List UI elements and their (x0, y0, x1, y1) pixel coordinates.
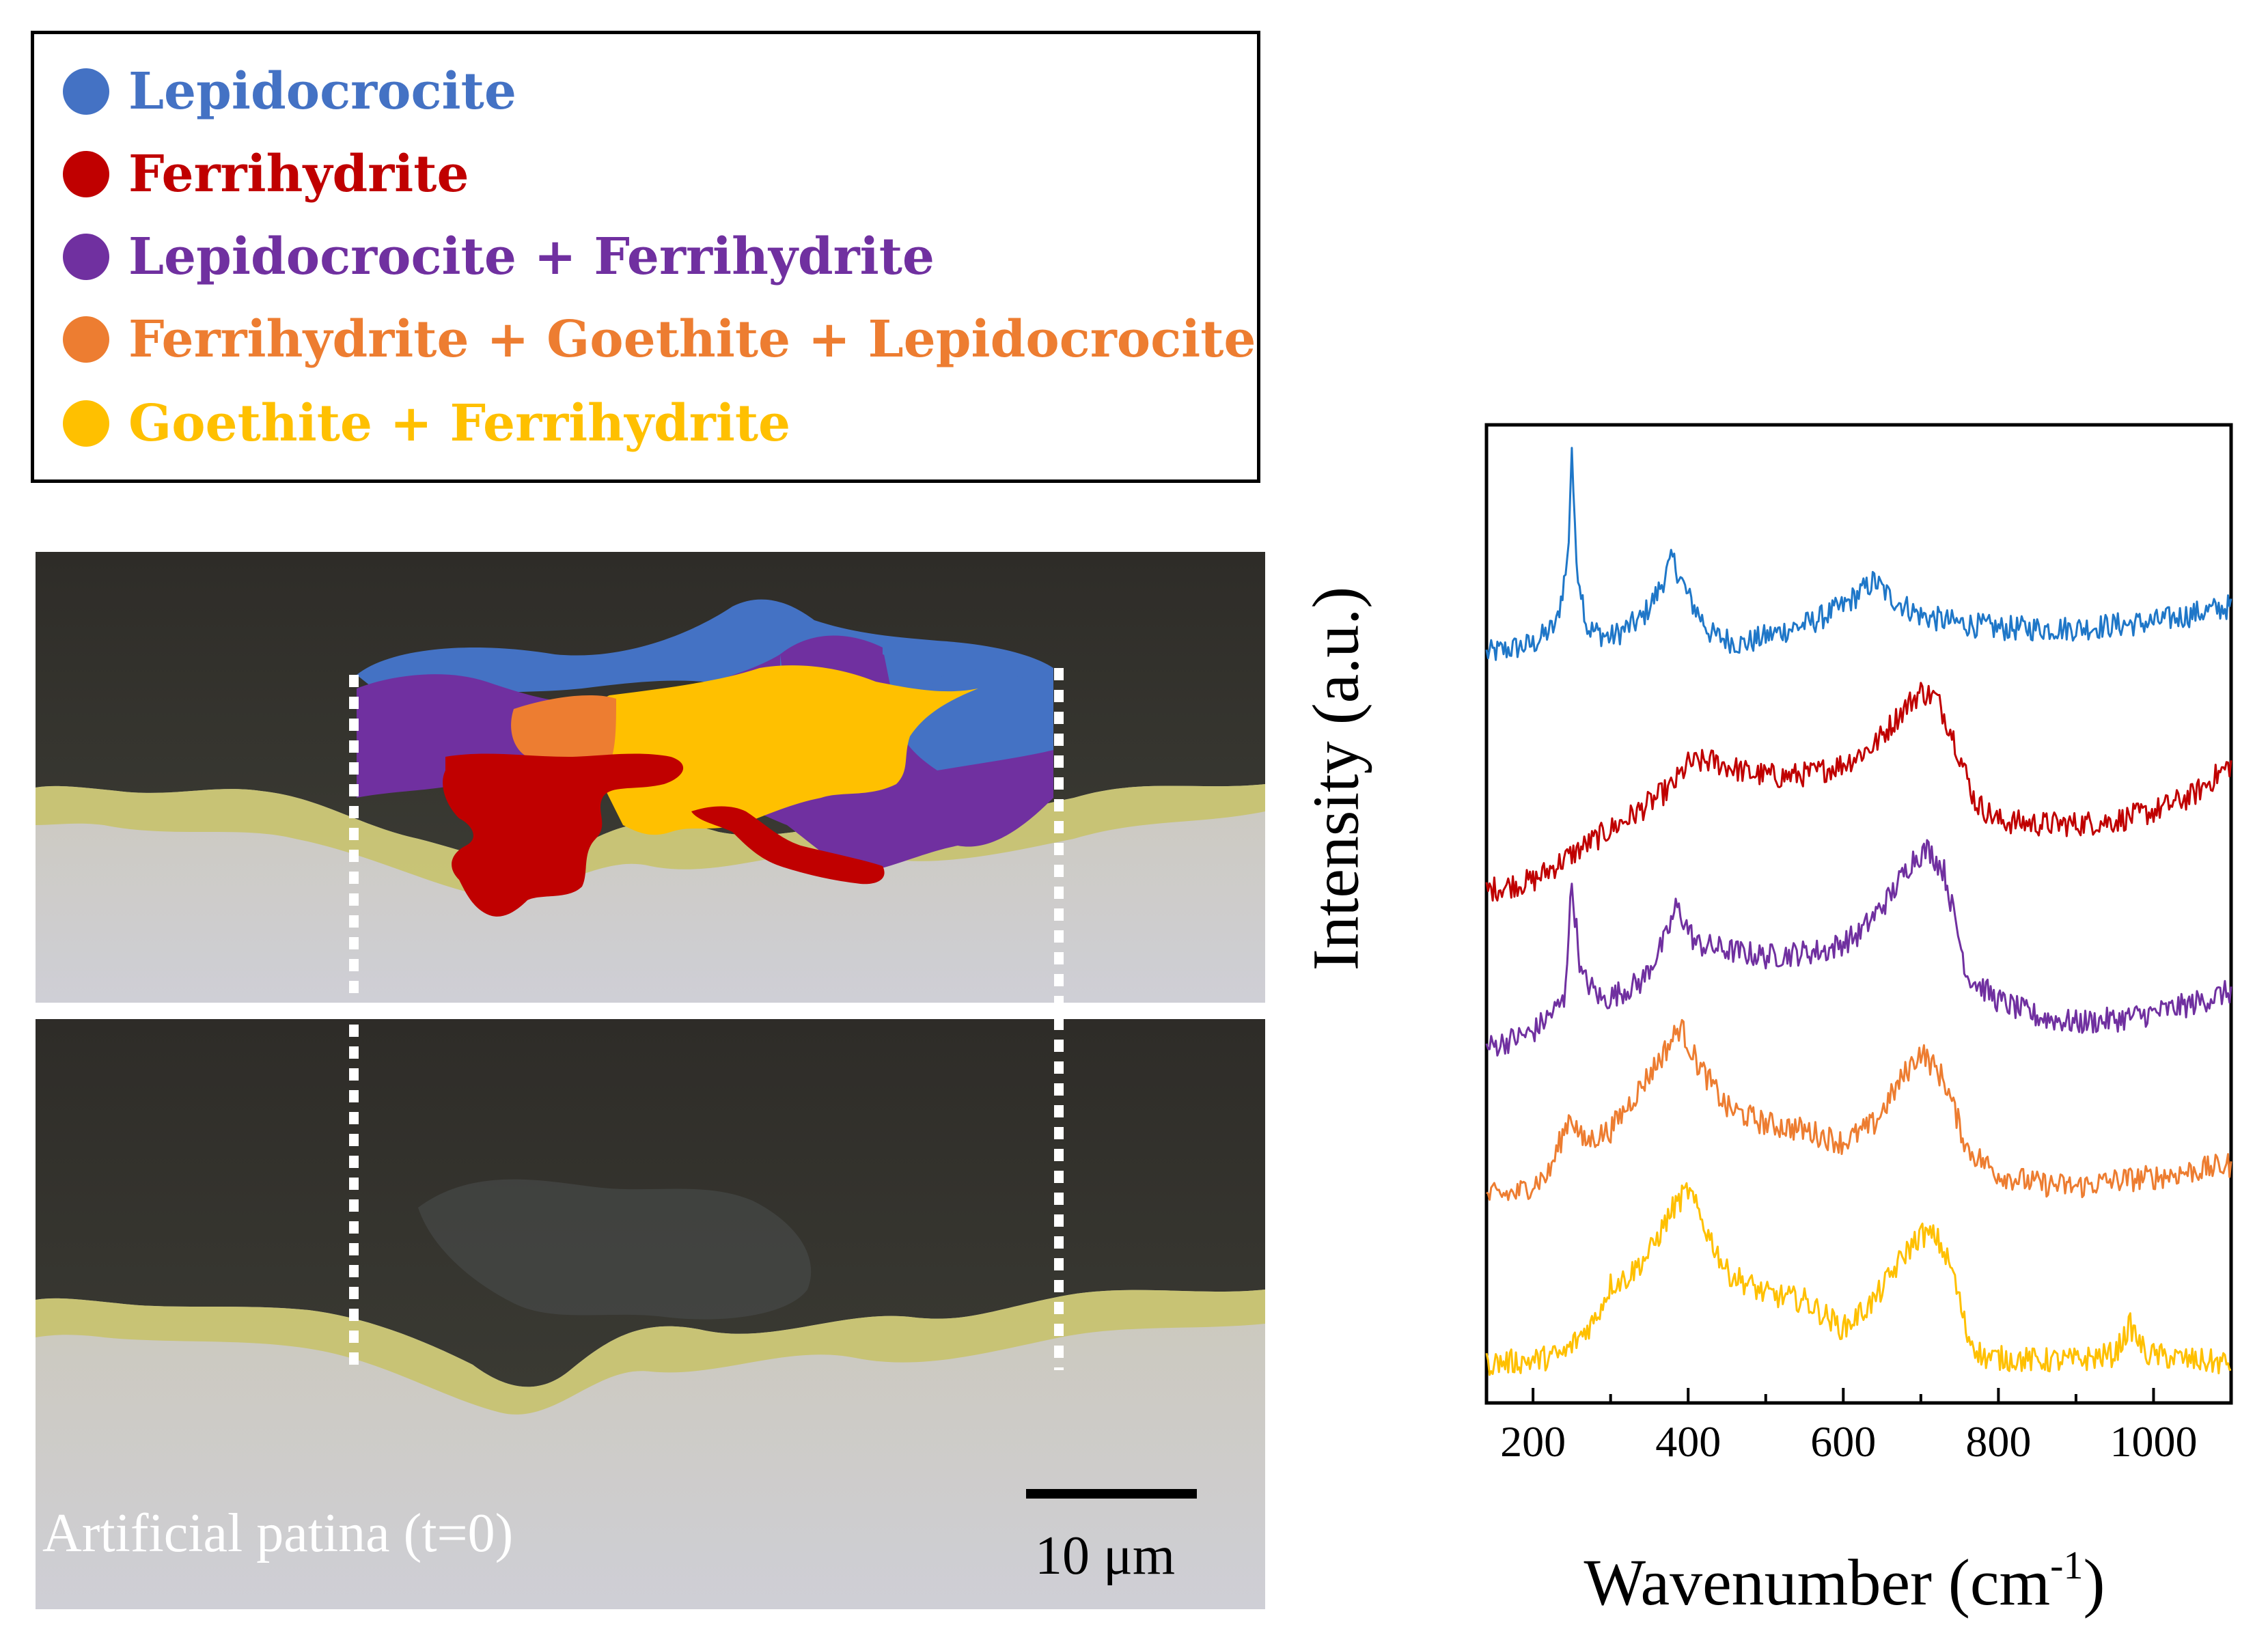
spectrum-line-4 (1485, 1182, 2232, 1376)
legend-label: Lepidocrocite (128, 62, 516, 121)
spectrum-line-3 (1486, 1018, 2232, 1201)
legend-label: Ferrihydrite (128, 145, 469, 204)
plot-frame (1484, 423, 2233, 1405)
legend-dot (63, 400, 109, 447)
y-axis-title: Intensity (a.u.) (1299, 586, 1372, 971)
legend-box: Lepidocrocite Ferrihydrite Lepidocrocite… (31, 31, 1260, 483)
legend-item-lepidocrocite-ferrihydrite: Lepidocrocite + Ferrihydrite (63, 223, 935, 291)
legend-label: Goethite + Ferrihydrite (128, 394, 791, 453)
x-tick-label: 600 (1810, 1417, 1876, 1466)
legend-item-lepidocrocite: Lepidocrocite (63, 57, 516, 126)
micrograph-caption: Artificial patina (t=0) (42, 1503, 514, 1563)
spectrum-line-2 (1485, 839, 2232, 1057)
legend-label: Ferrihydrite + Goethite + Lepidocrocite (128, 310, 1256, 369)
scale-bar-label: 10 μm (1035, 1526, 1176, 1586)
scale-bar (1026, 1489, 1197, 1499)
phase-map-overlay (357, 599, 1053, 917)
x-axis-title-superscript: -1 (2050, 1543, 2084, 1587)
legend-item-ferrihydrite-goethite-lepidocrocite: Ferrihydrite + Goethite + Lepidocrocite (63, 305, 1256, 374)
legend-dot (63, 151, 109, 197)
micrograph-panel (36, 552, 1265, 1609)
x-axis-title-close: ) (2083, 1546, 2105, 1619)
x-axis-title: Wavenumber (cm-1) (1584, 1542, 2105, 1620)
legend-item-ferrihydrite: Ferrihydrite (63, 140, 469, 208)
spectrum-line-1 (1485, 682, 2232, 902)
x-axis-title-text: Wavenumber (cm (1584, 1546, 2051, 1619)
legend-dot (63, 234, 109, 280)
legend-dot (63, 316, 109, 363)
x-tick-label: 800 (1965, 1417, 2031, 1466)
spectrum-line-0 (1485, 447, 2232, 661)
legend-item-goethite-ferrihydrite: Goethite + Ferrihydrite (63, 389, 790, 458)
x-tick-label: 1000 (2110, 1417, 2197, 1466)
x-tick-label: 200 (1500, 1417, 1566, 1466)
x-tick-label: 400 (1655, 1417, 1721, 1466)
legend-dot (63, 68, 109, 115)
legend-label: Lepidocrocite + Ferrihydrite (128, 227, 935, 286)
micrograph-image (36, 552, 1265, 1609)
